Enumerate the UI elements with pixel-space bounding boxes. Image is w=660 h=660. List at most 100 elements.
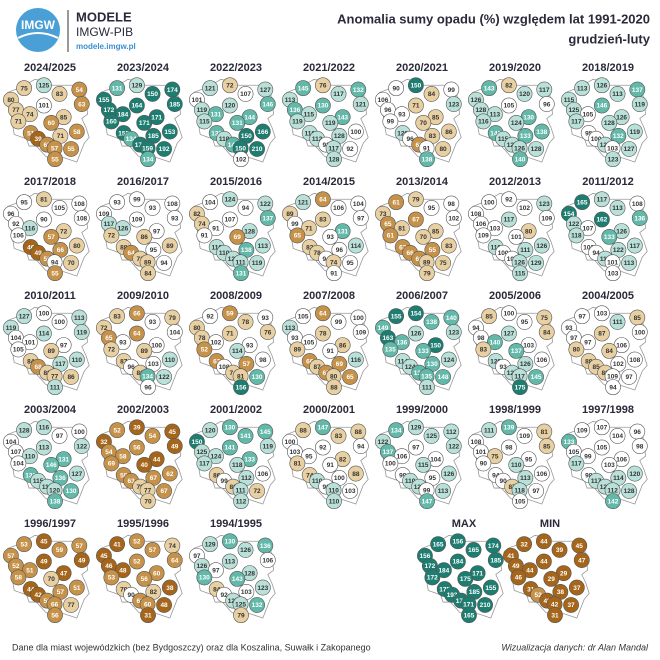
station-circle bbox=[528, 369, 544, 385]
station-value: 92 bbox=[12, 221, 20, 228]
station-value: 72 bbox=[60, 228, 68, 235]
station-value: 44 bbox=[153, 456, 161, 463]
station-circle bbox=[342, 483, 358, 499]
station-value: 111 bbox=[236, 259, 247, 266]
station-circle bbox=[538, 210, 555, 226]
station-value: 171 bbox=[463, 601, 474, 608]
station-circle bbox=[254, 351, 271, 368]
station-value: 115 bbox=[564, 97, 575, 104]
station-circle bbox=[347, 123, 364, 140]
station-circle bbox=[475, 341, 492, 358]
station-value: 58 bbox=[73, 129, 81, 136]
station-value: 137 bbox=[511, 348, 522, 355]
station-value: 44 bbox=[526, 567, 534, 574]
station-circle bbox=[382, 341, 399, 358]
station-value: 90 bbox=[40, 217, 48, 224]
station-value: 136 bbox=[396, 339, 407, 346]
station-value: 102 bbox=[519, 205, 530, 212]
station-value: 130 bbox=[199, 575, 210, 582]
station-circle bbox=[35, 191, 52, 208]
station-value: 108 bbox=[629, 357, 640, 364]
station-value: 70 bbox=[120, 586, 128, 593]
station-circle bbox=[322, 456, 339, 473]
station-value: 118 bbox=[571, 233, 582, 240]
station-value: 88 bbox=[330, 384, 338, 391]
station-value: 58 bbox=[120, 472, 128, 479]
station-circle bbox=[393, 448, 410, 465]
station-value: 122 bbox=[76, 443, 87, 450]
station-value: 99 bbox=[423, 487, 431, 494]
station-value: 67 bbox=[160, 488, 168, 495]
station-circle bbox=[47, 265, 63, 282]
station-value: 133 bbox=[520, 133, 531, 140]
station-value: 184 bbox=[117, 111, 128, 118]
station-circle bbox=[156, 255, 172, 271]
station-value: 103 bbox=[148, 361, 159, 368]
station-value: 145 bbox=[531, 374, 542, 381]
station-value: 111 bbox=[484, 427, 495, 434]
station-value: 126 bbox=[616, 114, 627, 121]
station-circle bbox=[533, 237, 550, 254]
station-value: 130 bbox=[317, 103, 328, 110]
station-value: 146 bbox=[262, 101, 273, 108]
station-circle bbox=[259, 324, 276, 340]
station-value: 39 bbox=[35, 136, 43, 143]
station-circle bbox=[259, 552, 276, 568]
map-label: MIN bbox=[540, 518, 560, 530]
station-value: 117 bbox=[333, 91, 344, 98]
station-value: 128 bbox=[624, 488, 635, 495]
station-value: 80 bbox=[573, 347, 581, 354]
station-value: 135 bbox=[421, 373, 432, 380]
station-value: 116 bbox=[478, 119, 489, 126]
station-value: 121 bbox=[205, 85, 216, 92]
station-circle bbox=[35, 77, 52, 94]
station-value: 87 bbox=[120, 358, 128, 365]
station-value: 89 bbox=[48, 348, 56, 355]
station-value: 126 bbox=[616, 228, 627, 235]
station-value: 103 bbox=[523, 342, 534, 349]
station-value: 49 bbox=[171, 443, 179, 450]
station-value: 96 bbox=[7, 211, 15, 218]
station-circle bbox=[259, 438, 276, 454]
station-value: 133 bbox=[244, 456, 255, 463]
station-value: 88 bbox=[585, 358, 593, 365]
station-circle bbox=[114, 220, 131, 237]
station-value: 97 bbox=[153, 228, 161, 235]
map-label: 1996/1997 bbox=[24, 518, 76, 530]
station-circle bbox=[516, 86, 533, 102]
station-circle bbox=[500, 419, 517, 436]
station-value: 129 bbox=[131, 82, 142, 89]
station-circle bbox=[500, 325, 517, 342]
station-value: 83 bbox=[445, 243, 453, 250]
station-circle bbox=[229, 228, 246, 245]
station-value: 174 bbox=[488, 543, 499, 550]
station-circle bbox=[10, 455, 27, 472]
station-circle bbox=[486, 106, 503, 123]
station-circle bbox=[314, 419, 331, 436]
map-label: 1997/1998 bbox=[582, 404, 634, 416]
station-value: 110 bbox=[405, 478, 416, 485]
station-circle bbox=[16, 536, 33, 553]
station-value: 85 bbox=[60, 114, 68, 121]
station-circle bbox=[128, 191, 145, 208]
station-circle bbox=[382, 455, 399, 472]
station-circle bbox=[579, 106, 596, 123]
station-value: 113 bbox=[612, 91, 623, 98]
station-circle bbox=[43, 456, 60, 473]
station-circle bbox=[63, 597, 79, 613]
station-value: 105 bbox=[568, 449, 579, 456]
station-value: 82 bbox=[193, 211, 201, 218]
station-value: 99 bbox=[335, 319, 343, 326]
station-value: 149 bbox=[378, 325, 389, 332]
station-circle bbox=[533, 123, 550, 140]
station-value: 134 bbox=[391, 427, 402, 434]
station-circle bbox=[516, 314, 533, 330]
station-value: 122 bbox=[159, 374, 170, 381]
station-circle bbox=[233, 265, 249, 282]
station-circle bbox=[109, 194, 126, 211]
station-circle bbox=[43, 228, 60, 245]
station-value: 75 bbox=[541, 315, 549, 322]
station-value: 171 bbox=[151, 114, 162, 121]
